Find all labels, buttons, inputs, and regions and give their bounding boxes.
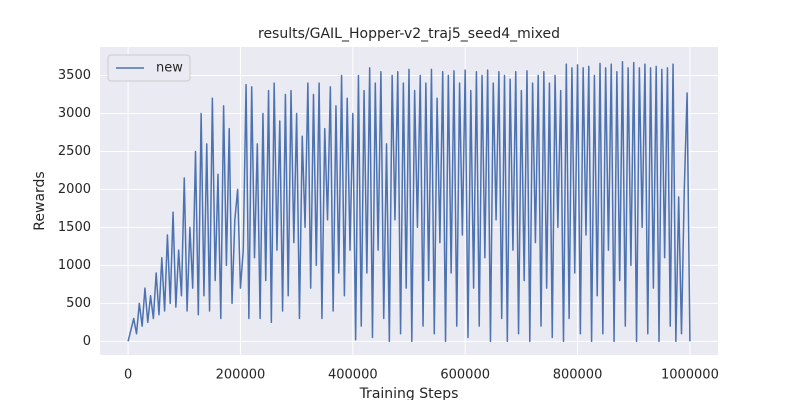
x-tick-label: 400000: [328, 368, 378, 383]
y-tick-label: 0: [83, 334, 91, 349]
y-tick-label: 500: [66, 296, 91, 311]
legend-box: [107, 54, 191, 82]
legend-label: new: [156, 61, 183, 76]
y-tick-label: 2500: [58, 144, 91, 159]
y-tick-label: 1000: [58, 258, 91, 273]
y-tick-label: 3000: [58, 106, 91, 121]
data-line: [127, 61, 691, 343]
y-tick-label: 3500: [58, 68, 91, 83]
chart-title: results/GAIL_Hopper-v2_traj5_seed4_mixed: [258, 26, 560, 42]
x-tick-label: 0: [124, 368, 132, 383]
x-axis-label: Training Steps: [359, 386, 459, 400]
x-tick-label: 200000: [216, 368, 266, 383]
y-tick-label: 1500: [58, 220, 91, 235]
y-tick-label: 2000: [58, 182, 91, 197]
x-tick-label: 800000: [553, 368, 603, 383]
x-tick-label: 600000: [440, 368, 490, 383]
y-axis-label: Rewards: [32, 171, 48, 230]
x-tick-label: 1000000: [661, 368, 719, 383]
